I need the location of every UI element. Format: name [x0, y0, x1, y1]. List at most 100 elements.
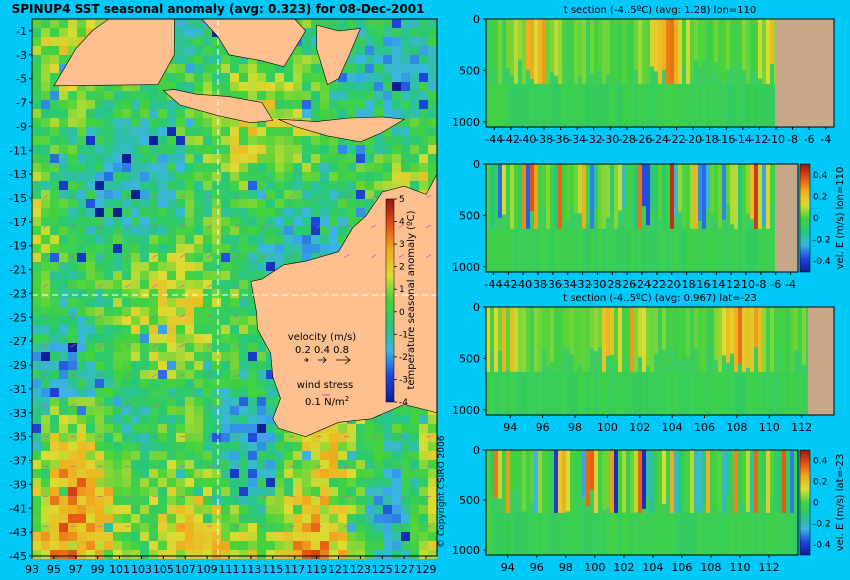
anomaly-cell	[275, 514, 284, 523]
section-cell	[518, 164, 522, 242]
anomaly-cell	[68, 406, 77, 415]
anomaly-cell	[104, 433, 113, 442]
anomaly-cell	[302, 127, 311, 136]
section-cell	[486, 83, 490, 127]
section-cell	[694, 19, 698, 61]
section-cell	[502, 371, 506, 415]
anomaly-cell	[248, 163, 257, 172]
section-cell	[490, 450, 494, 494]
section-cell	[674, 450, 678, 531]
section-cell	[566, 450, 570, 512]
anomaly-cell	[221, 424, 230, 433]
section-cell	[646, 371, 650, 415]
section-cell	[746, 164, 750, 214]
anomaly-cell	[95, 280, 104, 289]
anomaly-cell	[239, 370, 248, 379]
anomaly-cell	[194, 37, 203, 46]
anomaly-cell	[77, 253, 86, 262]
section-cell	[570, 164, 574, 206]
anomaly-cell	[221, 433, 230, 442]
velocity-colorbar-tick-label: 0	[813, 214, 819, 224]
section-cell	[726, 450, 730, 495]
anomaly-cell	[41, 145, 50, 154]
wind-arrow	[179, 224, 185, 229]
section-cell	[662, 83, 666, 127]
anomaly-cell	[122, 109, 131, 118]
section-cell	[526, 371, 530, 415]
anomaly-cell	[419, 19, 428, 28]
anomaly-cell	[239, 496, 248, 505]
section-cell	[610, 19, 614, 96]
anomaly-cell	[239, 280, 248, 289]
anomaly-cell	[239, 307, 248, 316]
anomaly-cell	[320, 487, 329, 496]
anomaly-cell	[320, 433, 329, 442]
section-cell	[722, 164, 726, 220]
anomaly-cell	[428, 154, 437, 163]
anomaly-cell	[248, 289, 257, 298]
section-cell	[542, 164, 546, 207]
anomaly-cell	[419, 433, 428, 442]
anomaly-cell	[383, 415, 392, 424]
anomaly-cell	[212, 127, 221, 136]
anomaly-cell	[86, 514, 95, 523]
section-cell	[754, 371, 758, 415]
anomaly-cell	[131, 262, 140, 271]
anomaly-cell	[59, 298, 68, 307]
anomaly-cell	[59, 550, 68, 559]
anomaly-cell	[293, 550, 302, 559]
anomaly-cell	[230, 415, 239, 424]
anomaly-cell	[104, 541, 113, 550]
anomaly-cell	[356, 541, 365, 550]
anomaly-cell	[230, 496, 239, 505]
anomaly-cell	[329, 208, 338, 217]
anomaly-cell	[95, 550, 104, 559]
anomaly-cell	[275, 487, 284, 496]
anomaly-cell	[212, 379, 221, 388]
section-cell	[510, 513, 514, 555]
section-cell	[594, 83, 598, 127]
velocity-colorbar-tick-label: 0	[813, 499, 819, 509]
anomaly-cell	[41, 217, 50, 226]
anomaly-cell	[203, 424, 212, 433]
anomaly-cell	[158, 496, 167, 505]
anomaly-cell	[185, 514, 194, 523]
section-cell	[742, 513, 746, 555]
anomaly-cell	[338, 469, 347, 478]
section-cell	[714, 371, 718, 415]
anomaly-cell	[131, 136, 140, 145]
anomaly-cell	[239, 505, 248, 514]
lat-tick-label: -45	[9, 550, 27, 563]
anomaly-cell	[158, 469, 167, 478]
anomaly-cell	[401, 415, 410, 424]
anomaly-cell	[338, 532, 347, 541]
section-cell	[506, 450, 510, 527]
anomaly-cell	[59, 289, 68, 298]
anomaly-cell	[203, 451, 212, 460]
anomaly-cell	[374, 73, 383, 82]
anomaly-cell	[293, 199, 302, 208]
section-cell	[762, 83, 766, 127]
anomaly-cell	[329, 19, 338, 28]
section-cell	[510, 19, 514, 76]
anomaly-cell	[95, 289, 104, 298]
section-cell	[618, 371, 622, 415]
section-cell	[702, 83, 706, 127]
section-x-tick-label: -22	[668, 133, 686, 146]
anomaly-cell	[374, 505, 383, 514]
wind-arrow	[343, 254, 350, 259]
anomaly-cell	[221, 532, 230, 541]
anomaly-cell	[104, 361, 113, 370]
anomaly-cell	[41, 181, 50, 190]
anomaly-cell	[221, 172, 230, 181]
wind-arrow	[316, 224, 322, 229]
section-cell	[526, 164, 530, 255]
section-cell	[558, 164, 562, 235]
anomaly-cell	[275, 541, 284, 550]
map-colorbar-label: temperature seasonal anomaly (ºC)	[406, 210, 417, 389]
anomaly-cell	[149, 298, 158, 307]
section-cell	[658, 19, 662, 91]
section-cell	[594, 450, 598, 523]
anomaly-cell	[419, 406, 428, 415]
anomaly-cell	[158, 181, 167, 190]
